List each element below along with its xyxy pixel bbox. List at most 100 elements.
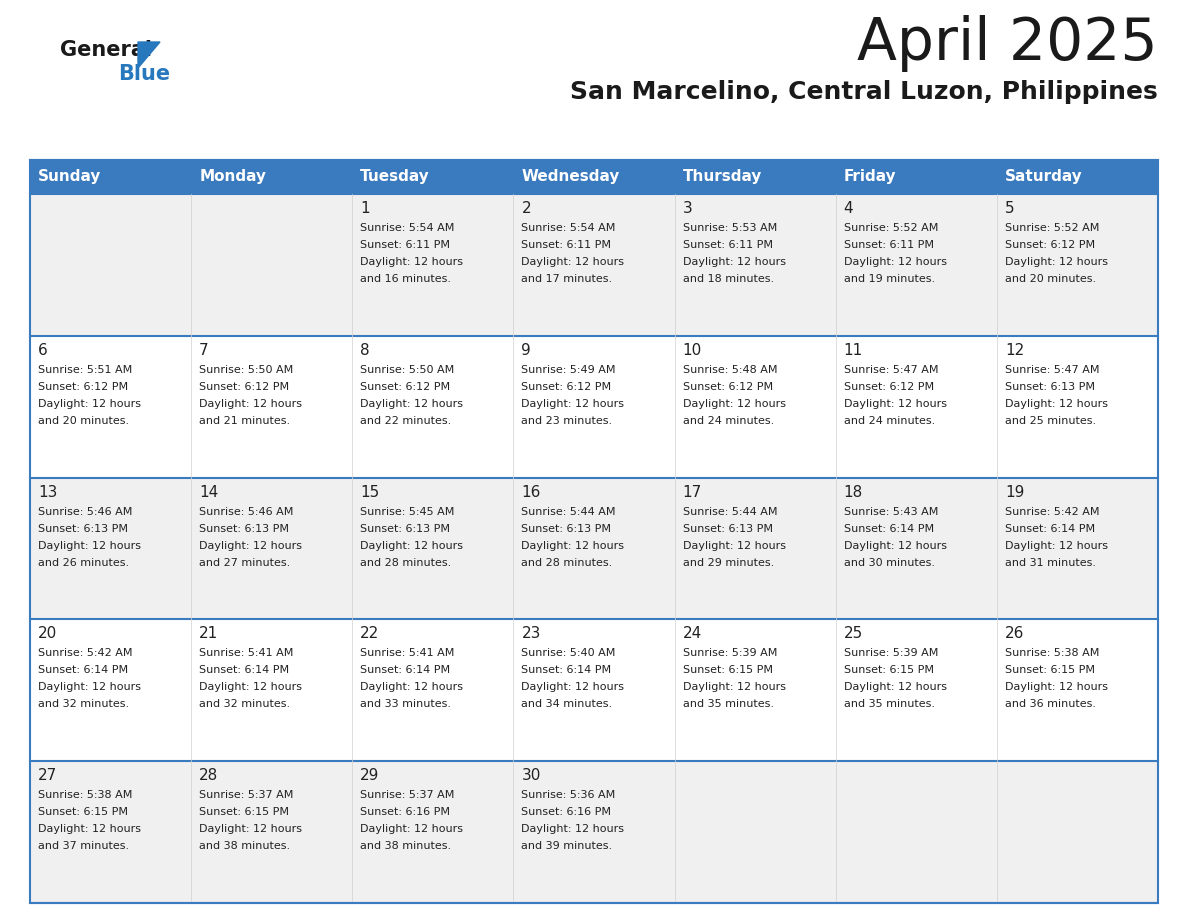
- Text: Daylight: 12 hours: Daylight: 12 hours: [843, 541, 947, 551]
- Text: Sunset: 6:12 PM: Sunset: 6:12 PM: [38, 382, 128, 392]
- Text: 10: 10: [683, 342, 702, 358]
- Text: Daylight: 12 hours: Daylight: 12 hours: [360, 682, 463, 692]
- Text: General: General: [61, 40, 152, 60]
- Text: Daylight: 12 hours: Daylight: 12 hours: [522, 824, 625, 834]
- Text: Sunset: 6:13 PM: Sunset: 6:13 PM: [683, 523, 772, 533]
- Text: Sunset: 6:15 PM: Sunset: 6:15 PM: [843, 666, 934, 676]
- Text: Daylight: 12 hours: Daylight: 12 hours: [1005, 257, 1108, 267]
- Text: Daylight: 12 hours: Daylight: 12 hours: [38, 824, 141, 834]
- Text: Daylight: 12 hours: Daylight: 12 hours: [360, 257, 463, 267]
- Text: Daylight: 12 hours: Daylight: 12 hours: [1005, 682, 1108, 692]
- Text: Sunrise: 5:50 AM: Sunrise: 5:50 AM: [360, 364, 455, 375]
- Text: and 30 minutes.: and 30 minutes.: [843, 557, 935, 567]
- Text: Sunrise: 5:44 AM: Sunrise: 5:44 AM: [683, 507, 777, 517]
- Bar: [30, 761, 1158, 903]
- Text: Sunrise: 5:43 AM: Sunrise: 5:43 AM: [843, 507, 939, 517]
- Text: Sunrise: 5:40 AM: Sunrise: 5:40 AM: [522, 648, 615, 658]
- Text: Sunset: 6:14 PM: Sunset: 6:14 PM: [38, 666, 128, 676]
- Text: 26: 26: [1005, 626, 1024, 642]
- Text: Sunday: Sunday: [38, 170, 101, 185]
- Text: Daylight: 12 hours: Daylight: 12 hours: [843, 682, 947, 692]
- Text: Sunset: 6:12 PM: Sunset: 6:12 PM: [522, 382, 612, 392]
- Text: Sunset: 6:16 PM: Sunset: 6:16 PM: [522, 807, 612, 817]
- Text: 8: 8: [360, 342, 369, 358]
- Text: and 23 minutes.: and 23 minutes.: [522, 416, 613, 426]
- Text: 19: 19: [1005, 485, 1024, 499]
- Bar: [30, 620, 1158, 761]
- Text: Saturday: Saturday: [1005, 170, 1082, 185]
- Text: Daylight: 12 hours: Daylight: 12 hours: [38, 682, 141, 692]
- Text: Sunset: 6:12 PM: Sunset: 6:12 PM: [843, 382, 934, 392]
- Text: Sunrise: 5:45 AM: Sunrise: 5:45 AM: [360, 507, 455, 517]
- Bar: [30, 477, 1158, 620]
- Text: Daylight: 12 hours: Daylight: 12 hours: [843, 398, 947, 409]
- Text: Sunset: 6:13 PM: Sunset: 6:13 PM: [522, 523, 612, 533]
- Text: 1: 1: [360, 201, 369, 216]
- Text: Sunrise: 5:46 AM: Sunrise: 5:46 AM: [200, 507, 293, 517]
- Text: Daylight: 12 hours: Daylight: 12 hours: [360, 824, 463, 834]
- Text: 5: 5: [1005, 201, 1015, 216]
- Text: and 22 minutes.: and 22 minutes.: [360, 416, 451, 426]
- Text: 13: 13: [38, 485, 57, 499]
- Text: and 32 minutes.: and 32 minutes.: [38, 700, 129, 710]
- Text: 15: 15: [360, 485, 379, 499]
- Text: and 25 minutes.: and 25 minutes.: [1005, 416, 1097, 426]
- Text: Sunset: 6:11 PM: Sunset: 6:11 PM: [522, 240, 612, 250]
- Text: Sunrise: 5:53 AM: Sunrise: 5:53 AM: [683, 223, 777, 233]
- Text: and 34 minutes.: and 34 minutes.: [522, 700, 613, 710]
- Text: Sunset: 6:13 PM: Sunset: 6:13 PM: [1005, 382, 1095, 392]
- Text: Friday: Friday: [843, 170, 896, 185]
- Text: 4: 4: [843, 201, 853, 216]
- Text: and 16 minutes.: and 16 minutes.: [360, 274, 451, 284]
- Text: Daylight: 12 hours: Daylight: 12 hours: [1005, 398, 1108, 409]
- Text: Sunrise: 5:42 AM: Sunrise: 5:42 AM: [1005, 507, 1099, 517]
- Text: Daylight: 12 hours: Daylight: 12 hours: [683, 682, 785, 692]
- Text: 27: 27: [38, 768, 57, 783]
- Text: and 37 minutes.: and 37 minutes.: [38, 841, 129, 851]
- Text: Sunrise: 5:39 AM: Sunrise: 5:39 AM: [683, 648, 777, 658]
- Text: and 36 minutes.: and 36 minutes.: [1005, 700, 1095, 710]
- Text: Sunset: 6:14 PM: Sunset: 6:14 PM: [200, 666, 289, 676]
- Text: 14: 14: [200, 485, 219, 499]
- Text: 24: 24: [683, 626, 702, 642]
- Text: 28: 28: [200, 768, 219, 783]
- Text: Sunset: 6:12 PM: Sunset: 6:12 PM: [200, 382, 289, 392]
- Text: Sunset: 6:11 PM: Sunset: 6:11 PM: [360, 240, 450, 250]
- Text: Sunset: 6:15 PM: Sunset: 6:15 PM: [1005, 666, 1095, 676]
- Text: Daylight: 12 hours: Daylight: 12 hours: [683, 541, 785, 551]
- Text: Daylight: 12 hours: Daylight: 12 hours: [200, 398, 302, 409]
- Text: Sunset: 6:16 PM: Sunset: 6:16 PM: [360, 807, 450, 817]
- Text: Sunrise: 5:52 AM: Sunrise: 5:52 AM: [843, 223, 939, 233]
- Text: and 31 minutes.: and 31 minutes.: [1005, 557, 1095, 567]
- Text: Sunset: 6:13 PM: Sunset: 6:13 PM: [360, 523, 450, 533]
- Text: and 19 minutes.: and 19 minutes.: [843, 274, 935, 284]
- Text: 30: 30: [522, 768, 541, 783]
- Text: 9: 9: [522, 342, 531, 358]
- Text: Sunrise: 5:51 AM: Sunrise: 5:51 AM: [38, 364, 132, 375]
- Text: Daylight: 12 hours: Daylight: 12 hours: [683, 257, 785, 267]
- Text: 17: 17: [683, 485, 702, 499]
- Text: and 28 minutes.: and 28 minutes.: [522, 557, 613, 567]
- Text: and 39 minutes.: and 39 minutes.: [522, 841, 613, 851]
- Text: 18: 18: [843, 485, 862, 499]
- Text: Daylight: 12 hours: Daylight: 12 hours: [360, 541, 463, 551]
- Text: and 18 minutes.: and 18 minutes.: [683, 274, 773, 284]
- Text: Blue: Blue: [118, 64, 170, 84]
- Text: and 29 minutes.: and 29 minutes.: [683, 557, 773, 567]
- Text: Sunset: 6:13 PM: Sunset: 6:13 PM: [38, 523, 128, 533]
- Text: Sunrise: 5:48 AM: Sunrise: 5:48 AM: [683, 364, 777, 375]
- Text: and 17 minutes.: and 17 minutes.: [522, 274, 613, 284]
- Text: 2: 2: [522, 201, 531, 216]
- Text: Daylight: 12 hours: Daylight: 12 hours: [843, 257, 947, 267]
- Text: Daylight: 12 hours: Daylight: 12 hours: [360, 398, 463, 409]
- Text: Sunrise: 5:47 AM: Sunrise: 5:47 AM: [1005, 364, 1099, 375]
- Text: Sunset: 6:12 PM: Sunset: 6:12 PM: [360, 382, 450, 392]
- Text: and 32 minutes.: and 32 minutes.: [200, 700, 290, 710]
- Text: Sunset: 6:13 PM: Sunset: 6:13 PM: [200, 523, 289, 533]
- Text: Tuesday: Tuesday: [360, 170, 430, 185]
- Text: 23: 23: [522, 626, 541, 642]
- Text: Daylight: 12 hours: Daylight: 12 hours: [1005, 541, 1108, 551]
- Polygon shape: [138, 42, 160, 68]
- Text: Sunrise: 5:39 AM: Sunrise: 5:39 AM: [843, 648, 939, 658]
- Text: Sunrise: 5:52 AM: Sunrise: 5:52 AM: [1005, 223, 1099, 233]
